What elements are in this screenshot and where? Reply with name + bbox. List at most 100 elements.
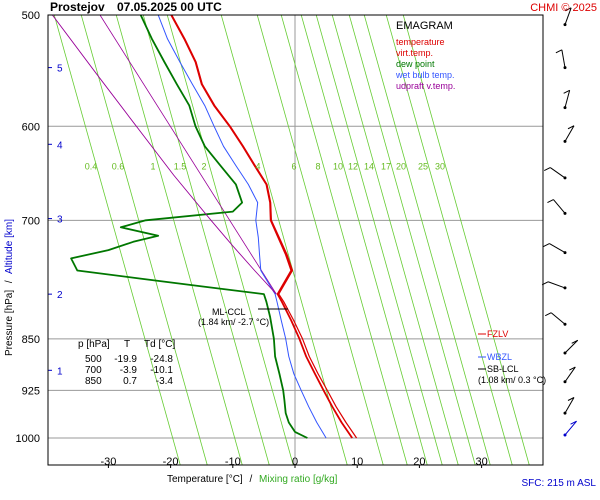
wind-barb-flag [569, 366, 576, 371]
wbzl-label: WBZL [487, 352, 512, 362]
legend: EMAGRAM temperature virt.temp. dew point… [395, 20, 455, 91]
wind-barb-dot [563, 139, 567, 143]
temperature-tick-label: 30 [475, 456, 487, 468]
table-header-td: Td [°C] [144, 339, 175, 350]
mixing-ratio-label: 0.6 [112, 162, 125, 172]
series-virt-temp [171, 15, 358, 439]
wind-barb-dot [563, 106, 567, 110]
mixing-ratio-label: 10 [333, 162, 343, 172]
wind-barb [563, 125, 575, 143]
y-axis-title: Pressure [hPa] / Altitude [km] [4, 219, 15, 356]
fzlv-annotation: FZLV [478, 329, 508, 339]
pressure-tick-label: 850 [22, 334, 40, 346]
mixing-ratio-line [300, 15, 428, 465]
series-udpraft-v-temp [52, 15, 277, 295]
wind-barb-staff [549, 167, 566, 179]
temperature-tick-label: 20 [413, 456, 425, 468]
mixing-ratio-line [256, 15, 384, 465]
legend-updraft: udpraft v.temp. [396, 81, 455, 91]
pressure-tick-label: 500 [22, 10, 40, 22]
wind-barb-dot [563, 211, 567, 215]
mixing-ratio-line [280, 15, 408, 465]
table-cell: 850 [85, 376, 102, 387]
wind-barb [563, 339, 579, 355]
temperature-tick-label: -30 [100, 456, 116, 468]
mixing-ratio-line [363, 15, 491, 465]
mixing-ratio-label: 25 [418, 162, 428, 172]
series-temperature [170, 15, 353, 439]
sb-lcl-label: SB-LCL [487, 364, 519, 374]
table-cell: -3.4 [156, 376, 174, 387]
wind-barb-flag [555, 49, 563, 54]
wind-barb-flag [547, 199, 554, 203]
mixing-ratio-label: 0.4 [85, 162, 98, 172]
ylabel-pressure: Pressure [hPa] [4, 290, 15, 356]
plot-frame [47, 14, 544, 466]
wind-barb-flag [570, 420, 577, 425]
wind-barb-flag [563, 89, 570, 94]
temperature-tick-label: 0 [292, 456, 298, 468]
wind-barb-flag [567, 125, 575, 130]
wind-barb-dot [563, 380, 567, 384]
pressure-tick-label: 1000 [16, 433, 40, 445]
wind-barb-dot [563, 322, 567, 326]
ml-ccl-label: ML-CCL [212, 307, 246, 317]
wind-barb [563, 89, 571, 110]
table-cell: -10.1 [150, 365, 173, 376]
series-dew-point [70, 15, 308, 439]
wind-barb-staff [547, 281, 566, 289]
table-cell: 0.7 [123, 376, 137, 387]
grid-layer [48, 14, 543, 468]
fzlv-label: FZLV [487, 329, 508, 339]
wind-barb-staff [553, 199, 566, 214]
series-layer [52, 15, 358, 439]
wind-barb [563, 397, 575, 415]
xlabel-mixing: Mixing ratio [g/kg] [259, 474, 338, 485]
wind-barb-flag [571, 339, 578, 344]
wind-barb [547, 199, 567, 215]
legend-dew-point: dew point [396, 59, 435, 69]
ml-ccl-value: (1.84 km/ -2.7 °C) [198, 317, 269, 327]
wind-barb-dot [563, 66, 567, 70]
mixing-ratio-lines [53, 15, 530, 465]
datetime-title: 07.05.2025 00 UTC [117, 0, 222, 14]
mixing-ratio-label: 17 [381, 162, 391, 172]
table-cell: -19.9 [114, 354, 137, 365]
wind-barb-staff [564, 397, 575, 414]
ml-ccl-annotation: ML-CCL (1.84 km/ -2.7 °C) [198, 307, 288, 327]
mixing-ratio-line [402, 15, 530, 465]
wind-barb-flag [564, 7, 572, 12]
credit-text: CHMI © 2025 [530, 2, 597, 14]
wind-barb-staff [564, 366, 576, 383]
legend-wet-bulb: wet bulb temp. [395, 70, 455, 80]
pressure-tick-label: 925 [22, 385, 40, 397]
temperature-tick-label: -20 [163, 456, 179, 468]
mixing-ratio-line [115, 15, 243, 465]
wind-barb-dot [563, 251, 567, 255]
wind-barb-staff [549, 243, 566, 254]
mixing-ratio-line [385, 15, 513, 465]
wind-barb [544, 167, 567, 180]
wind-barb-dot [563, 176, 567, 180]
wind-barb [541, 281, 567, 290]
wind-barb [543, 243, 567, 255]
mixing-ratio-label: 12 [348, 162, 358, 172]
altitude-tick-label: 2 [57, 290, 63, 301]
wind-barb-staff [564, 420, 577, 436]
wind-barb [563, 420, 577, 437]
table-cell: -3.9 [120, 365, 138, 376]
table-header-t: T [124, 339, 130, 350]
wind-barb-flag [567, 397, 575, 401]
wind-barb [555, 49, 567, 70]
wind-barb-staff [550, 312, 566, 325]
mixing-ratio-label: 1 [150, 162, 155, 172]
wind-barb-flag [544, 312, 552, 317]
mixing-ratio-label: 14 [364, 162, 374, 172]
ylabel-altitude: Altitude [km] [4, 219, 15, 274]
wind-barb-flag [544, 167, 551, 172]
temperature-tick-label: -10 [225, 456, 241, 468]
mixing-ratio-label: 2 [201, 162, 206, 172]
wind-barb-dot [563, 23, 567, 27]
table-cell: 500 [85, 354, 102, 365]
